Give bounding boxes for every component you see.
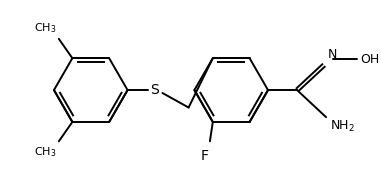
Text: F: F	[201, 149, 209, 163]
Text: OH: OH	[360, 53, 379, 66]
Text: S: S	[150, 83, 159, 97]
Text: N: N	[328, 48, 338, 61]
Text: CH$_3$: CH$_3$	[34, 21, 57, 35]
Text: NH$_2$: NH$_2$	[330, 119, 355, 134]
Text: CH$_3$: CH$_3$	[34, 145, 57, 159]
